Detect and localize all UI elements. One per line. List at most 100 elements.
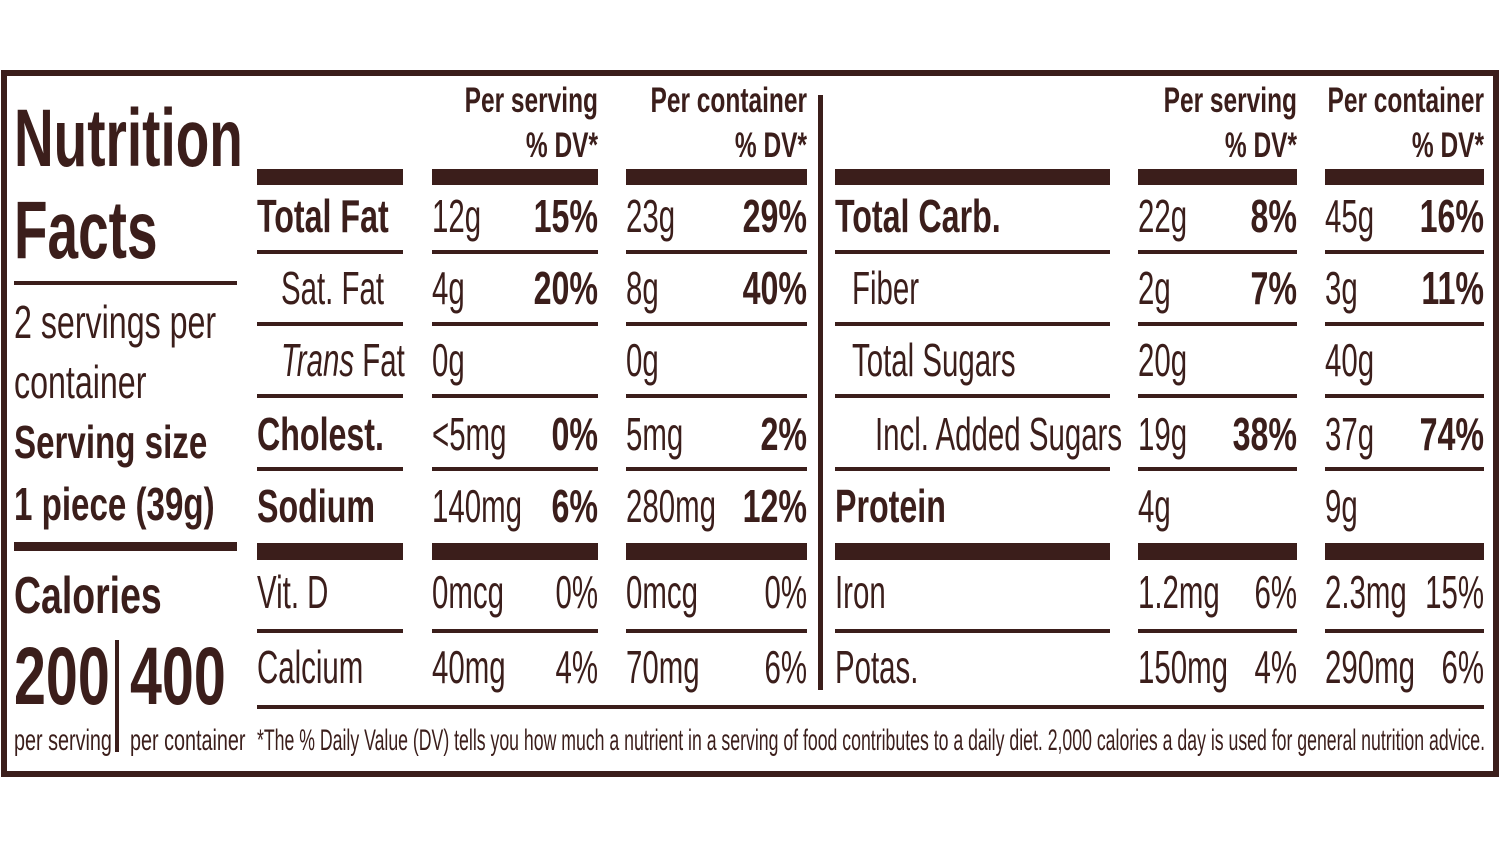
rule (1325, 322, 1484, 326)
label-border (1, 70, 1499, 777)
daily-value: 74% (1420, 409, 1484, 460)
daily-value: 7% (1250, 263, 1297, 314)
rule (1325, 467, 1484, 471)
rule (432, 467, 598, 471)
daily-value: 40% (743, 263, 807, 314)
amount: 0g (432, 336, 465, 387)
nutrient-name: Incl. Added Sugars (875, 410, 1122, 461)
thick-rule (626, 169, 807, 185)
calories-label: Calories (14, 566, 162, 625)
nutrient-name: Total Sugars (852, 336, 1016, 387)
title: Nutrition (14, 92, 243, 184)
rule (1138, 467, 1297, 471)
calories-value: 400 (130, 630, 226, 722)
nutrient-name: Sodium (257, 481, 375, 532)
thick-rule (257, 543, 403, 560)
amount: 37g (1325, 410, 1374, 461)
thick-rule (432, 169, 598, 185)
rule (835, 629, 1110, 633)
daily-value: 16% (1420, 191, 1484, 242)
daily-value: 6% (1441, 643, 1484, 694)
column-divider (818, 95, 823, 690)
rule (432, 394, 598, 398)
amount: 2.3mg (1325, 568, 1407, 619)
rule (257, 629, 403, 633)
nutrient-name: Vit. D (257, 568, 328, 619)
daily-value: 20% (534, 263, 598, 314)
rule (1138, 250, 1297, 254)
rule (626, 322, 807, 326)
serving-size: 1 piece (39g) (14, 480, 215, 530)
amount: 19g (1138, 410, 1187, 461)
daily-value: 4% (555, 643, 598, 694)
thick-rule (1138, 543, 1297, 560)
amount: 70mg (626, 643, 700, 694)
rule (14, 281, 237, 285)
amount: 8g (626, 264, 659, 315)
amount: 280mg (626, 482, 716, 533)
rule (1138, 394, 1297, 398)
amount: 4g (432, 264, 465, 315)
daily-value: 38% (1233, 409, 1297, 460)
rule (835, 322, 1110, 326)
footnote: *The % Daily Value (DV) tells you how mu… (257, 724, 1485, 757)
rule (257, 322, 403, 326)
column-header: Per serving (1164, 82, 1297, 120)
daily-value: 15% (1425, 568, 1484, 619)
amount: 40mg (432, 643, 506, 694)
nutrient-name: Iron (835, 568, 886, 619)
amount: 140mg (432, 482, 522, 533)
rule (257, 250, 403, 254)
nutrient-name-italic: Trans (281, 336, 354, 387)
nutrient-name: Fiber (852, 264, 919, 315)
amount: 4g (1138, 482, 1171, 533)
daily-value: 2% (760, 409, 807, 460)
title: Facts (14, 184, 157, 276)
thick-rule (14, 542, 237, 551)
column-header: % DV* (1412, 127, 1484, 165)
rule (1138, 322, 1297, 326)
servings: container (14, 357, 146, 408)
daily-value: 0% (555, 568, 598, 619)
amount: 22g (1138, 192, 1187, 243)
caption: per container (130, 724, 246, 757)
amount: <5mg (432, 410, 506, 461)
daily-value: 6% (551, 481, 598, 532)
thick-rule (1138, 169, 1297, 185)
thick-rule (835, 169, 1110, 185)
rule (1325, 629, 1484, 633)
amount: 9g (1325, 482, 1358, 533)
amount: 23g (626, 192, 675, 243)
rule (432, 250, 598, 254)
daily-value: 4% (1254, 643, 1297, 694)
daily-value: 11% (1421, 263, 1484, 314)
thick-rule (835, 543, 1110, 560)
amount: 0g (626, 336, 659, 387)
nutrient-name: Total Fat (257, 191, 389, 242)
amount: 45g (1325, 192, 1374, 243)
amount: 290mg (1325, 643, 1415, 694)
amount: 2g (1138, 264, 1171, 315)
column-header: % DV* (1225, 127, 1297, 165)
column-header: Per container (651, 82, 808, 120)
column-header: Per container (1328, 82, 1485, 120)
rule (1325, 250, 1484, 254)
rule (257, 467, 403, 471)
daily-value: 29% (743, 191, 807, 242)
column-header: % DV* (735, 127, 807, 165)
amount: 40g (1325, 336, 1374, 387)
nutrient-name: Cholest. (257, 409, 384, 460)
nutrient-name: Potas. (835, 643, 918, 694)
daily-value: 6% (764, 643, 807, 694)
caption: per serving (14, 724, 112, 757)
nutrient-name: Total Carb. (835, 191, 1001, 242)
rule (626, 394, 807, 398)
amount: 0mcg (432, 568, 504, 619)
rule (257, 394, 403, 398)
nutrient-name: Fat (362, 336, 405, 387)
daily-value: 0% (551, 409, 598, 460)
amount: 3g (1325, 264, 1358, 315)
column-header: Per serving (465, 82, 598, 120)
